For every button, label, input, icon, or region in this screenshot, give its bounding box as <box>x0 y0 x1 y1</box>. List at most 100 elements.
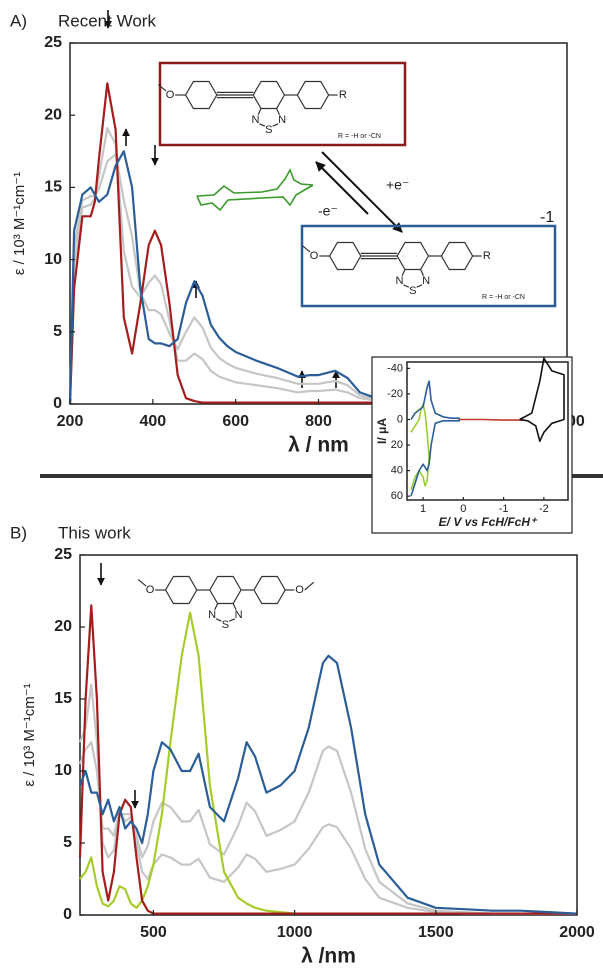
annotation: -1 <box>540 209 554 226</box>
y-tick-label: 0 <box>53 395 62 412</box>
y-tick-label: 40 <box>391 465 403 477</box>
y-tick-label: 0 <box>397 413 403 425</box>
atom-label: S <box>265 124 272 136</box>
ring <box>209 575 242 605</box>
x-axis-label: E/ V vs FcH/FcH⁺ <box>439 515 538 529</box>
annotation: -e⁻ <box>318 203 338 219</box>
series-line <box>78 741 577 915</box>
series-line <box>519 357 565 442</box>
series-line <box>410 403 430 491</box>
change-arrows <box>97 10 340 809</box>
y-tick-label: 0 <box>63 906 72 923</box>
y-tick-label: -20 <box>387 388 403 400</box>
x-tick-label: 500 <box>140 924 167 941</box>
y-tick-label: 5 <box>63 834 72 851</box>
atom-label: N <box>208 609 216 621</box>
bond <box>403 284 410 288</box>
ring <box>440 241 474 271</box>
series-line <box>79 611 295 915</box>
anion-box <box>300 224 557 308</box>
y-tick-label: 25 <box>44 34 62 51</box>
x-tick-label: 400 <box>139 413 166 430</box>
x-tick-label: 1 <box>420 503 426 515</box>
x-tick-label: 600 <box>222 413 249 430</box>
y-tick-label: 10 <box>54 762 72 779</box>
atom-label: R <box>339 89 347 101</box>
y-tick-label: 20 <box>391 439 403 451</box>
bond <box>304 581 315 591</box>
bond <box>276 108 281 116</box>
bond <box>229 618 235 622</box>
cv-icon <box>196 168 314 212</box>
panel-title: This work <box>58 523 131 542</box>
bond <box>416 284 423 288</box>
series-line <box>78 654 578 915</box>
series-line <box>78 683 577 915</box>
ring <box>184 80 218 110</box>
series-line <box>68 153 567 405</box>
annotation: R = -H or -CN <box>338 133 381 140</box>
panel-title: Recent Work <box>58 11 156 30</box>
x-tick-label: 200 <box>57 413 84 430</box>
atom-label: S <box>409 285 416 297</box>
annotation: R = -H or -CN <box>482 294 525 301</box>
atom-label: O <box>166 89 175 101</box>
ring <box>396 241 430 271</box>
bond <box>137 579 147 587</box>
atom-label: N <box>278 114 286 126</box>
atom-label: N <box>422 275 430 287</box>
x-axis-label: λ / nm <box>288 434 349 457</box>
series-line <box>78 604 577 915</box>
plot-frame <box>79 554 578 916</box>
y-axis-label: I/ μA <box>375 418 389 444</box>
series-line <box>68 150 567 405</box>
x-tick-label: 1000 <box>277 924 313 941</box>
series-line <box>68 82 567 405</box>
atom-label: R <box>483 250 491 262</box>
x-tick-label: 2000 <box>559 924 595 941</box>
reaction-arrows <box>315 151 403 233</box>
y-tick-label: 5 <box>53 323 62 340</box>
bond <box>272 123 279 127</box>
x-tick-label: -2 <box>539 503 549 515</box>
neutral-box <box>158 61 407 147</box>
ring <box>252 80 286 110</box>
atom-label: O <box>146 584 155 596</box>
y-tick-label: 10 <box>44 251 62 268</box>
panel-label: B) <box>10 523 27 542</box>
y-tick-label: 15 <box>44 179 62 196</box>
plot-frame <box>406 361 569 501</box>
annotation: +e⁻ <box>386 177 409 193</box>
bond <box>257 108 262 116</box>
x-tick-label: 800 <box>305 413 332 430</box>
y-tick-label: 60 <box>391 490 403 502</box>
x-axis-label: λ /nm <box>301 945 356 968</box>
panel-label: A) <box>10 11 27 30</box>
y-tick-label: -40 <box>387 362 403 374</box>
x-tick-label: 0 <box>460 503 466 515</box>
y-tick-label: 15 <box>54 690 72 707</box>
atom-label: N <box>252 114 260 126</box>
x-tick-label: 1500 <box>418 924 454 941</box>
y-tick-label: 20 <box>44 106 62 123</box>
bond <box>232 603 237 611</box>
bond <box>215 618 222 622</box>
atom-label: O <box>295 584 304 596</box>
bond <box>214 603 219 611</box>
bond <box>157 84 167 92</box>
x-tick-label: -1 <box>499 503 509 515</box>
y-axis-label: ε / 10³ M⁻¹cm⁻¹ <box>11 172 28 275</box>
y-axis-label: ε / 10³ M⁻¹cm⁻¹ <box>21 683 38 786</box>
series-line <box>68 127 567 405</box>
y-tick-label: 20 <box>54 618 72 635</box>
ring <box>328 241 362 271</box>
bond <box>420 269 425 277</box>
series-line <box>459 418 524 421</box>
ring <box>253 575 286 605</box>
plot-frame <box>69 42 568 405</box>
bond <box>301 245 311 253</box>
y-tick-label: 25 <box>54 546 72 563</box>
atom-label: S <box>222 619 229 631</box>
